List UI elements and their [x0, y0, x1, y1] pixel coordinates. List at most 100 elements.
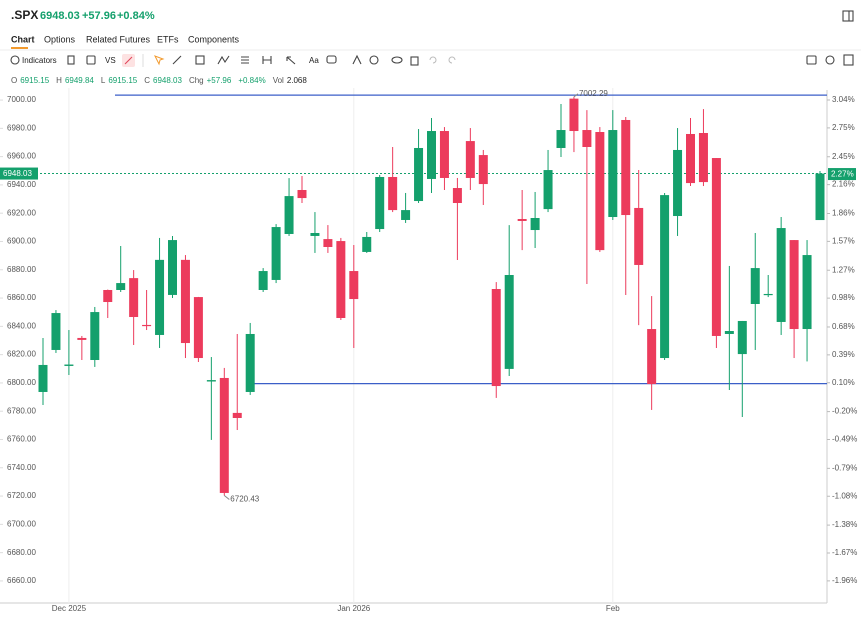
high-annotation: 7002.29: [579, 89, 608, 98]
ohlc-value: 6948.03: [153, 76, 182, 85]
tab[interactable]: Options: [44, 34, 76, 44]
candle-body: [634, 207, 644, 265]
indicators-button[interactable]: Indicators: [22, 56, 57, 65]
text-tool[interactable]: Aa: [309, 56, 319, 65]
collapse-button[interactable]: [842, 10, 854, 22]
settings[interactable]: [825, 55, 835, 65]
x-tick-label: Dec 2025: [52, 604, 87, 613]
y-tick-label: 7000.00: [7, 95, 36, 104]
change-pct: +0.84%: [117, 10, 155, 22]
y-tick-label: 6840.00: [7, 321, 36, 330]
ohlc-value: 6915.15: [108, 76, 137, 85]
y-tick-label: 6940.00: [7, 180, 36, 189]
chart-type-icon[interactable]: [67, 55, 75, 65]
y-tick-label: 6740.00: [7, 463, 36, 472]
candle-body: [388, 176, 398, 211]
visibility-tool[interactable]: [391, 56, 403, 64]
y2-tick-label: 1.57%: [832, 236, 855, 245]
candle-body: [504, 275, 514, 369]
draw-icon[interactable]: [124, 56, 133, 65]
tab[interactable]: ETFs: [157, 34, 179, 44]
ohlc-value: 6949.84: [65, 76, 94, 85]
measure-tool[interactable]: [262, 56, 272, 64]
pct-tag-label: 2.27%: [831, 170, 854, 179]
tab[interactable]: Components: [188, 34, 240, 44]
y2-tick-label: 0.39%: [832, 350, 855, 359]
candle-body: [258, 271, 268, 290]
y-tick-label: 6700.00: [7, 519, 36, 528]
tabs: Chart Options Related Futures ETFs Component…: [11, 34, 240, 44]
candle-body: [582, 130, 592, 147]
y2-tick-label: 0.68%: [832, 322, 855, 331]
candle-body: [375, 176, 385, 230]
ohlc-label: Vol: [273, 76, 284, 85]
candle-body: [427, 131, 436, 179]
candle-body: [116, 283, 126, 290]
candle-body: [608, 130, 618, 218]
y-tick-label: 6800.00: [7, 378, 36, 387]
interval-icon[interactable]: [86, 55, 96, 65]
candle-body: [129, 278, 139, 318]
candle-body: [142, 324, 152, 327]
brush-tool[interactable]: [352, 54, 362, 65]
candle-body: [660, 195, 670, 359]
ohlc-value: +57.96: [207, 76, 232, 85]
y2-tick-label: 1.27%: [832, 265, 855, 274]
candle-body: [439, 131, 449, 178]
y-tick-label: 6980.00: [7, 123, 36, 132]
candle-body: [297, 189, 307, 199]
fib-tool[interactable]: [241, 56, 249, 64]
price-tag: [0, 167, 38, 180]
low-annotation: 6720.43: [230, 495, 259, 504]
delete-tool[interactable]: [410, 56, 419, 66]
screenshot[interactable]: [806, 55, 817, 65]
y-tick-label: 6680.00: [7, 548, 36, 557]
tab[interactable]: Related Futures: [86, 34, 151, 44]
line-tool[interactable]: [172, 55, 182, 65]
candle-body: [452, 188, 462, 204]
candle-body: [763, 293, 773, 296]
candle-body: [168, 240, 177, 295]
candle-body: [621, 119, 631, 216]
price-tag-label: 6948.03: [3, 169, 32, 178]
candle-body: [206, 380, 216, 382]
candle-body: [530, 218, 540, 231]
y2-tick-label: -1.96%: [832, 576, 857, 585]
indicators-icon[interactable]: [10, 55, 20, 65]
candle-body: [711, 158, 721, 336]
candle-body: [647, 329, 657, 385]
y-tick-label: 6720.00: [7, 491, 36, 500]
note-tool[interactable]: [326, 55, 337, 64]
candle-body: [491, 289, 501, 387]
y2-tick-label: 2.75%: [832, 123, 855, 132]
arrow-tool[interactable]: [286, 56, 296, 65]
compare-button[interactable]: VS: [105, 56, 116, 65]
candle-body: [556, 130, 566, 148]
y2-tick-label: -0.20%: [832, 407, 857, 416]
ohlc-label: C: [144, 76, 150, 85]
pattern-tool[interactable]: [217, 55, 230, 65]
y2-tick-label: 0.98%: [832, 293, 855, 302]
collapse-icon[interactable]: [842, 10, 854, 22]
candle-body: [517, 218, 527, 221]
shape-tool[interactable]: [195, 55, 205, 65]
magnet-tool[interactable]: [369, 55, 379, 65]
x-tick-label: Jan 2026: [337, 604, 370, 613]
candle-body: [38, 364, 48, 392]
y2-tick-label: 0.10%: [832, 378, 855, 387]
candle-body: [323, 239, 333, 247]
candle-body: [401, 210, 411, 220]
candle-body: [284, 196, 294, 234]
tab[interactable]: Chart: [11, 34, 35, 44]
candle-body: [77, 337, 87, 340]
redo[interactable]: [448, 56, 456, 64]
ohlc-row: O 6915.15 H 6949.84 L 6915.15 C 6948.03 Chg +57.9…: [11, 76, 307, 85]
undo[interactable]: [429, 56, 437, 64]
change: +57.96: [82, 10, 116, 22]
cursor-icon[interactable]: [153, 55, 165, 66]
candle-body: [543, 170, 553, 210]
fullscreen[interactable]: [843, 54, 854, 66]
symbol: .SPX: [11, 8, 38, 22]
y-tick-label: 6860.00: [7, 293, 36, 302]
candle-body: [349, 271, 359, 300]
